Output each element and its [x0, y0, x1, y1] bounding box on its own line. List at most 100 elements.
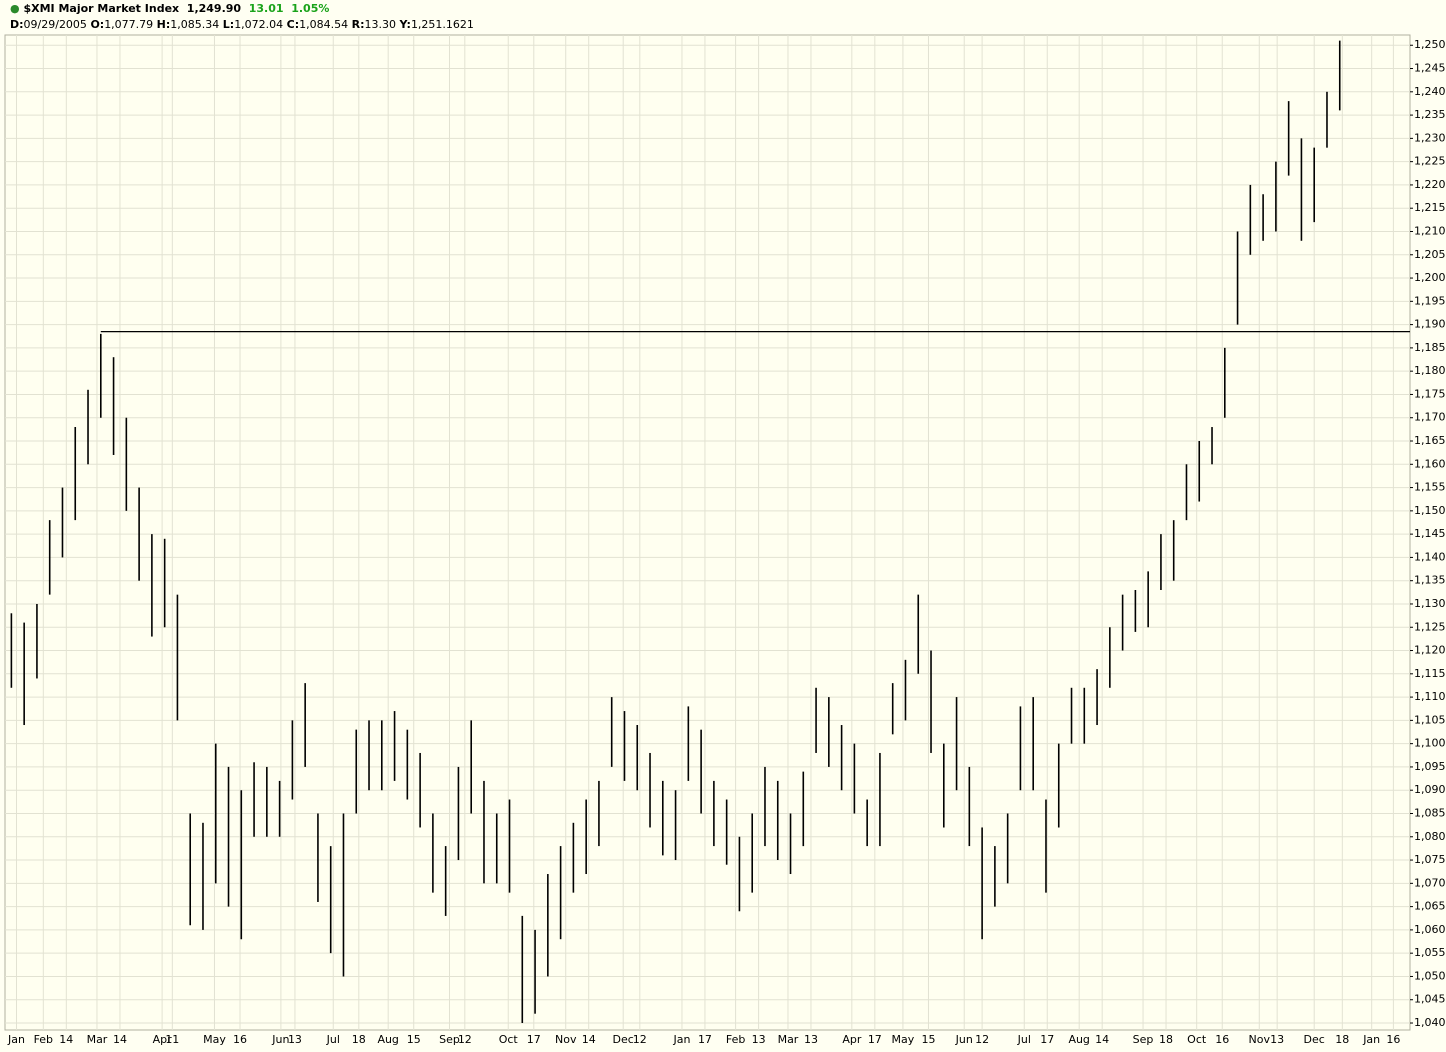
y-tick-label: 1,040 [1414, 1016, 1446, 1029]
icon: ● [10, 2, 20, 15]
y-tick-label: 1,060 [1414, 923, 1446, 936]
x-tick-label: 14 [59, 1033, 73, 1046]
x-tick-label: Feb [726, 1033, 745, 1046]
y-tick-label: 1,085 [1414, 806, 1446, 819]
x-tick-label: 16 [1215, 1033, 1229, 1046]
x-tick-label: 14 [582, 1033, 596, 1046]
info-value: 13.30 [364, 18, 397, 31]
x-tick-label: Nov [555, 1033, 577, 1046]
info-key: C: [286, 18, 300, 31]
title-line: ● $XMI Major Market Index 1,249.90 13.01… [10, 2, 329, 15]
x-tick-label: Mar [87, 1033, 108, 1046]
y-tick-label: 1,205 [1414, 248, 1446, 261]
y-tick-label: 1,095 [1414, 760, 1446, 773]
y-tick-label: 1,100 [1414, 737, 1446, 750]
info-value: 1,085.34 [170, 18, 220, 31]
y-tick-label: 1,195 [1414, 294, 1446, 307]
x-tick-label: Mar [778, 1033, 799, 1046]
y-tick-label: 1,115 [1414, 667, 1446, 680]
x-tick-label: 13 [288, 1033, 302, 1046]
x-tick-label: 11 [165, 1033, 179, 1046]
y-tick-label: 1,050 [1414, 969, 1446, 982]
x-tick-label: 16 [233, 1033, 247, 1046]
x-tick-label: Apr [842, 1033, 862, 1046]
y-tick-label: 1,225 [1414, 155, 1446, 168]
x-tick-label: 17 [527, 1033, 541, 1046]
y-tick-label: 1,080 [1414, 830, 1446, 843]
y-tick-label: 1,075 [1414, 853, 1446, 866]
y-tick-label: 1,145 [1414, 527, 1446, 540]
x-tick-label: Jan [1362, 1033, 1380, 1046]
y-tick-label: 1,220 [1414, 178, 1446, 191]
y-tick-label: 1,065 [1414, 900, 1446, 913]
x-tick-label: 12 [975, 1033, 989, 1046]
y-tick-label: 1,045 [1414, 993, 1446, 1006]
x-tick-label: 16 [1386, 1033, 1400, 1046]
x-tick-label: Nov [1249, 1033, 1271, 1046]
x-tick-label: May [892, 1033, 915, 1046]
x-tick-label: 15 [407, 1033, 421, 1046]
y-tick-label: 1,170 [1414, 411, 1446, 424]
y-tick-label: 1,210 [1414, 224, 1446, 237]
x-tick-label: Jun [271, 1033, 289, 1046]
x-tick-label: 18 [1335, 1033, 1349, 1046]
x-tick-label: 15 [921, 1033, 935, 1046]
info-value: 1,251.1621 [410, 18, 474, 31]
y-tick-label: 1,235 [1414, 108, 1446, 121]
x-tick-label: Dec [613, 1033, 634, 1046]
y-tick-label: 1,230 [1414, 131, 1446, 144]
y-tick-label: 1,240 [1414, 85, 1446, 98]
y-tick-label: 1,130 [1414, 597, 1446, 610]
change-pct: 1.05% [291, 2, 330, 15]
y-tick-label: 1,160 [1414, 457, 1446, 470]
x-tick-label: Oct [1187, 1033, 1207, 1046]
y-tick-label: 1,200 [1414, 271, 1446, 284]
x-tick-label: 18 [352, 1033, 366, 1046]
info-key: O: [90, 18, 105, 31]
x-tick-label: Jan [7, 1033, 25, 1046]
y-tick-label: 1,215 [1414, 201, 1446, 214]
info-key: H: [156, 18, 171, 31]
y-tick-label: 1,135 [1414, 574, 1446, 587]
info-key: L: [222, 18, 235, 31]
symbol: $XMI Major Market Index [23, 2, 180, 15]
x-tick-label: Jun [955, 1033, 973, 1046]
y-tick-label: 1,165 [1414, 434, 1446, 447]
x-tick-label: Oct [499, 1033, 519, 1046]
info-line: D:09/29/2005 O:1,077.79 H:1,085.34 L:1,0… [10, 18, 474, 31]
info-key: D: [10, 18, 24, 31]
y-tick-label: 1,110 [1414, 690, 1446, 703]
y-tick-label: 1,190 [1414, 318, 1446, 331]
y-tick-label: 1,120 [1414, 644, 1446, 657]
x-tick-label: May [203, 1033, 226, 1046]
x-tick-label: Aug [1068, 1033, 1089, 1046]
y-tick-label: 1,090 [1414, 783, 1446, 796]
info-value: 1,084.54 [299, 18, 349, 31]
info-value: 09/29/2005 [23, 18, 87, 31]
x-tick-label: 17 [1040, 1033, 1054, 1046]
x-tick-label: 12 [458, 1033, 472, 1046]
info-key: Y: [399, 18, 411, 31]
y-tick-label: 1,180 [1414, 364, 1446, 377]
header: ● $XMI Major Market Index 1,249.90 13.01… [0, 0, 1446, 34]
y-tick-label: 1,070 [1414, 876, 1446, 889]
last: 1,249.90 [186, 2, 242, 15]
y-tick-label: 1,125 [1414, 620, 1446, 633]
x-tick-label: Jul [326, 1033, 340, 1046]
x-tick-label: 17 [698, 1033, 712, 1046]
x-tick-label: 18 [1159, 1033, 1173, 1046]
x-tick-label: 13 [752, 1033, 766, 1046]
x-tick-label: Apr [153, 1033, 173, 1046]
plot-area [4, 34, 1411, 1031]
x-tick-label: 14 [113, 1033, 127, 1046]
y-tick-label: 1,105 [1414, 713, 1446, 726]
x-tick-label: Jan [672, 1033, 690, 1046]
x-tick-label: Dec [1304, 1033, 1325, 1046]
x-tick-label: Sep [439, 1033, 460, 1046]
y-tick-label: 1,175 [1414, 387, 1446, 400]
y-tick-label: 1,055 [1414, 946, 1446, 959]
change: 13.01 [248, 2, 284, 15]
x-tick-label: Feb [34, 1033, 53, 1046]
